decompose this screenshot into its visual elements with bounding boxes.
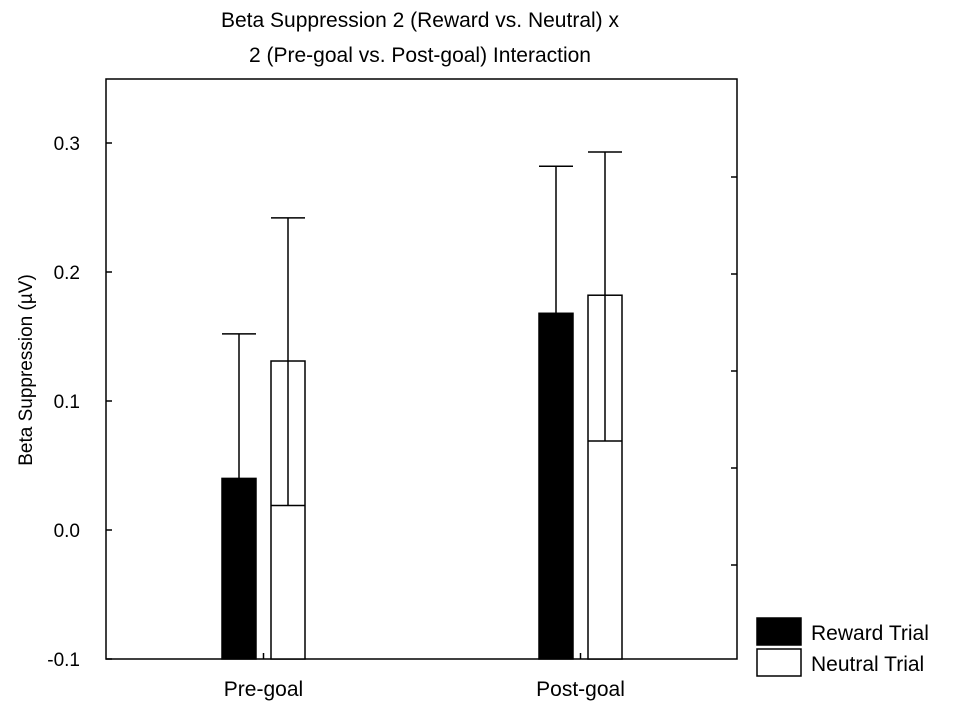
legend-swatch-neutral-trial	[756, 648, 802, 677]
legend-label-reward-trial: Reward Trial	[811, 622, 929, 645]
y-axis-ticks: -0.1 0.0 0.1 0.2 0.3	[47, 134, 737, 671]
y-tick-label-4: 0.3	[54, 134, 80, 155]
y-tick-label-1: 0.0	[54, 521, 80, 542]
legend: Reward Trial Neutral Trial	[756, 617, 929, 677]
y-tick-label-2: 0.1	[54, 392, 80, 413]
legend-swatch-reward-trial	[756, 617, 802, 646]
chart-title-line-2: 2 (Pre-goal vs. Post-goal) Interaction	[249, 44, 591, 67]
bars	[221, 151, 623, 660]
bar-reward-trial-post-goal	[538, 312, 574, 660]
y-tick-label-3: 0.2	[54, 263, 80, 284]
x-category-label-pre-goal: Pre-goal	[224, 678, 303, 701]
chart-title-line-1: Beta Suppression 2 (Reward vs. Neutral) …	[221, 9, 620, 32]
x-category-label-post-goal: Post-goal	[536, 678, 625, 701]
y-axis-label: Beta Suppression (µV)	[16, 274, 37, 466]
legend-label-neutral-trial: Neutral Trial	[811, 653, 924, 676]
plot-frame	[105, 78, 738, 660]
x-axis-categories: Pre-goal Post-goal	[224, 653, 625, 701]
bar-neutral-trial-pre-goal	[270, 360, 306, 660]
y-tick-label-0: -0.1	[47, 650, 80, 671]
